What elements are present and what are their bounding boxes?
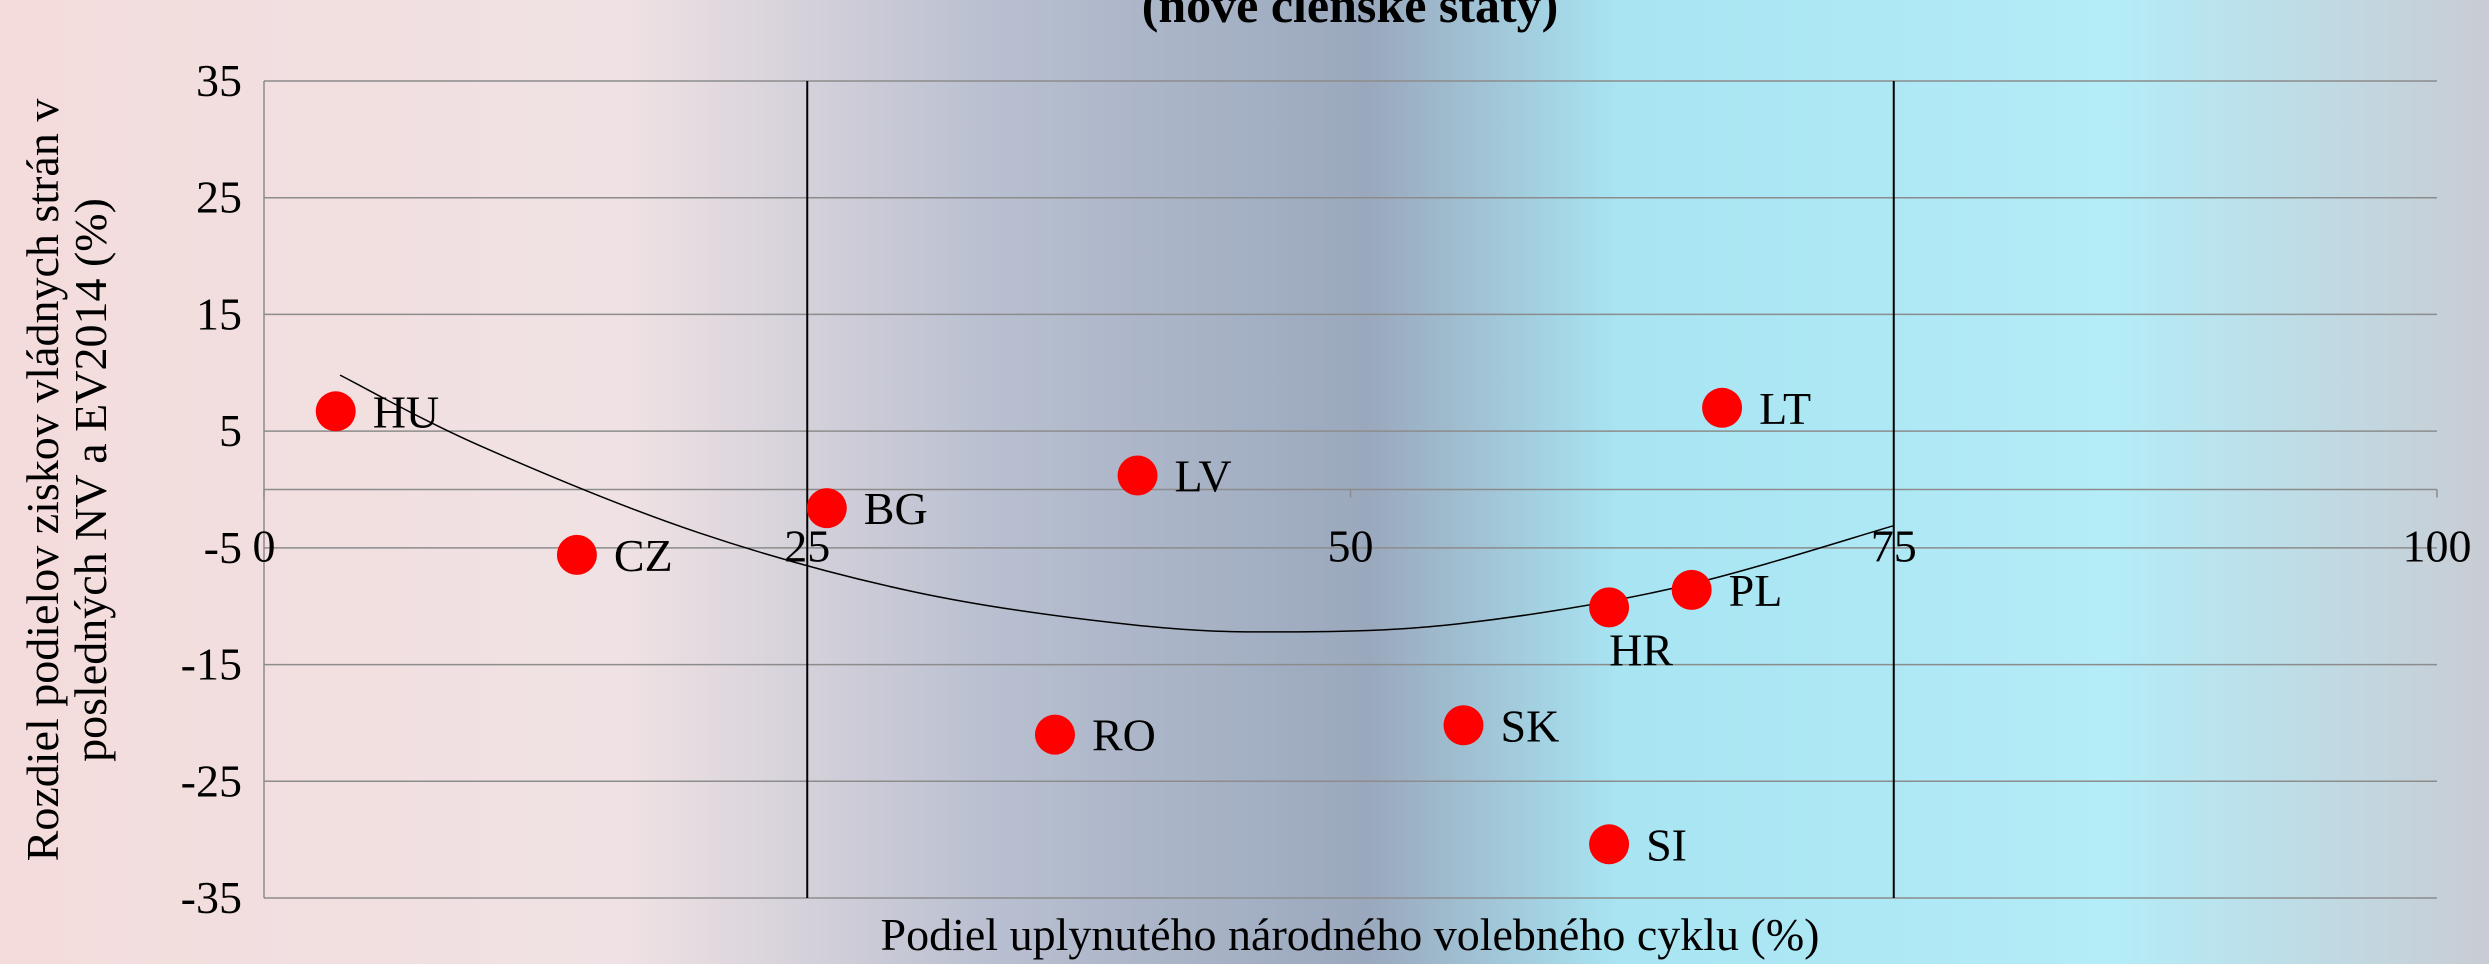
- point-label: RO: [1092, 710, 1156, 761]
- point-label: LV: [1175, 450, 1232, 501]
- y-tick-label: 35: [196, 55, 242, 106]
- y-axis-label-line: posledných NV a EV2014 (%): [65, 198, 116, 762]
- y-tick-label: -35: [181, 872, 242, 923]
- point: [1671, 569, 1712, 610]
- point: [315, 391, 356, 432]
- y-axis-label: Rozdiel podielov ziskov vládnych strán v…: [17, 99, 116, 862]
- x-axis-label: Podiel uplynutého národného volebného cy…: [881, 909, 1820, 960]
- point: [1443, 705, 1484, 746]
- x-tick-label: 0: [253, 521, 276, 572]
- point: [1589, 587, 1630, 628]
- point-label: HR: [1609, 624, 1673, 675]
- y-tick-label: 15: [196, 288, 242, 339]
- point-label: HU: [373, 386, 439, 437]
- point: [1702, 387, 1743, 428]
- point: [1589, 824, 1630, 865]
- point-label: PL: [1729, 565, 1783, 616]
- x-tick-label: 100: [2403, 521, 2472, 572]
- point-label: SI: [1646, 819, 1687, 870]
- y-tick-label: -15: [181, 639, 242, 690]
- x-tick-label: 50: [1328, 521, 1374, 572]
- y-tick-label: 25: [196, 172, 242, 223]
- y-tick-label: -5: [204, 522, 242, 573]
- y-tick-label: 5: [219, 405, 242, 456]
- y-axis-label-line: Rozdiel podielov ziskov vládnych strán v: [17, 99, 68, 862]
- point: [1117, 455, 1158, 496]
- trendline: [339, 374, 1894, 633]
- point-label: CZ: [614, 530, 673, 581]
- chart-title: (nové členské štáty): [1142, 0, 1559, 33]
- point-label: BG: [864, 483, 928, 534]
- y-tick-label: -25: [181, 755, 242, 806]
- point-label: SK: [1500, 700, 1559, 751]
- point: [806, 488, 847, 529]
- point: [1034, 714, 1075, 755]
- point-label: LT: [1759, 383, 1811, 434]
- point: [556, 534, 597, 575]
